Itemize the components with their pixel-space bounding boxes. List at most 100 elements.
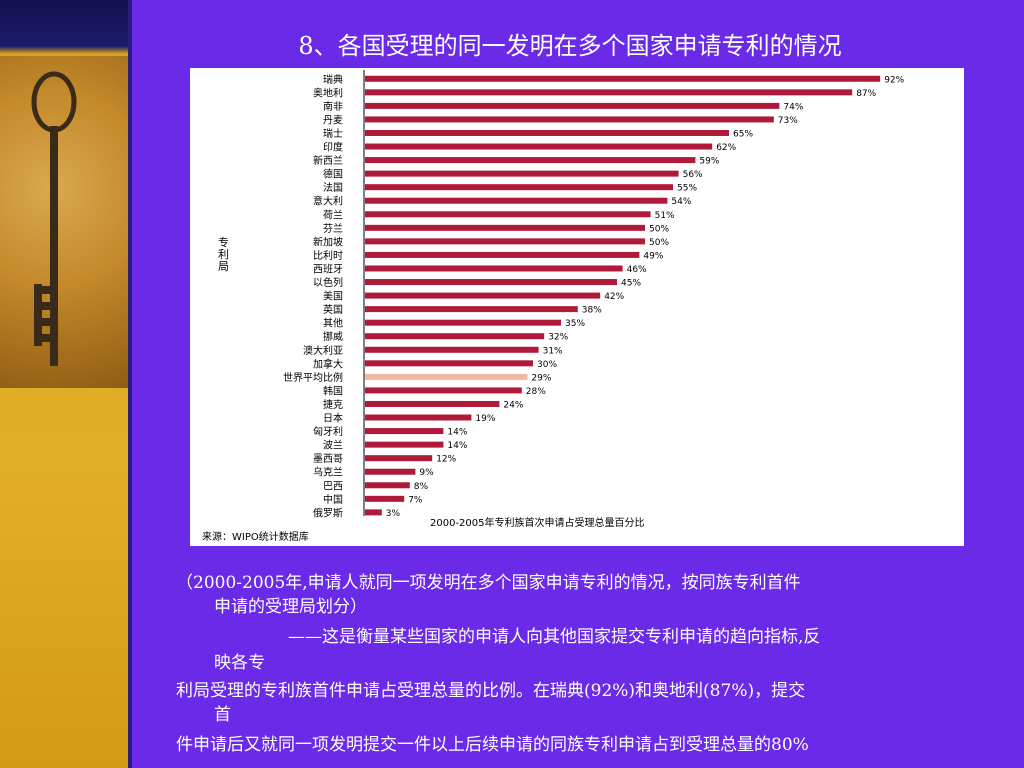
category-label-1: 奥地利	[313, 86, 343, 99]
category-label-21: 加拿大	[313, 357, 343, 370]
y-axis-label: 专利局	[218, 235, 229, 273]
value-label-11: 50%	[649, 224, 669, 234]
value-label-10: 51%	[655, 211, 675, 221]
category-label-17: 英国	[323, 303, 343, 316]
bar-31	[365, 495, 405, 502]
value-label-16: 42%	[604, 292, 624, 302]
category-label-23: 韩国	[323, 384, 343, 397]
value-label-25: 19%	[475, 414, 495, 424]
category-label-26: 匈牙利	[313, 425, 343, 438]
category-label-7: 德国	[323, 168, 343, 181]
category-label-10: 荷兰	[323, 208, 343, 221]
category-label-31: 中国	[323, 493, 343, 506]
bar-25	[365, 414, 472, 421]
category-label-14: 西班牙	[313, 263, 343, 275]
value-label-32: 3%	[386, 509, 401, 519]
paragraph-line-5: 利局受理的专利族首件申请占受理总量的比例。在瑞典(92%)和奥地利(87%)，提…	[176, 681, 806, 701]
value-label-24: 24%	[503, 400, 523, 410]
category-label-19: 挪威	[323, 330, 343, 343]
category-label-15: 以色列	[313, 276, 343, 289]
bar-23	[365, 387, 522, 394]
x-axis-label: 2000-2005年专利族首次申请占受理总量百分比	[430, 516, 645, 529]
value-label-12: 50%	[649, 238, 669, 248]
category-label-9: 意大利	[313, 195, 343, 208]
bar-6	[365, 157, 696, 164]
value-label-26: 14%	[447, 428, 467, 438]
category-label-0: 瑞典	[323, 73, 343, 86]
category-label-20: 澳大利亚	[303, 344, 343, 357]
bar-10	[365, 211, 651, 218]
category-label-3: 丹麦	[323, 114, 343, 126]
value-label-2: 74%	[783, 102, 803, 112]
value-label-17: 38%	[582, 306, 602, 316]
bar-14	[365, 265, 623, 272]
category-label-4: 瑞士	[323, 127, 343, 140]
value-label-31: 7%	[408, 495, 423, 505]
value-label-30: 8%	[414, 482, 429, 492]
bar-32	[365, 509, 382, 516]
category-label-24: 捷克	[323, 398, 343, 411]
category-label-27: 波兰	[323, 439, 343, 452]
value-label-28: 12%	[436, 455, 456, 465]
bar-9	[365, 197, 668, 204]
source-note: 来源：WIPO统计数据库	[202, 530, 309, 543]
value-label-18: 35%	[565, 319, 585, 329]
value-label-3: 73%	[778, 116, 798, 126]
value-label-1: 87%	[856, 89, 876, 99]
category-label-13: 比利时	[313, 250, 343, 262]
bar-19	[365, 333, 545, 340]
value-label-14: 46%	[627, 265, 647, 275]
bar-29	[365, 468, 416, 475]
bar-15	[365, 279, 617, 286]
bar-21	[365, 360, 533, 367]
bar-24	[365, 400, 500, 407]
value-label-27: 14%	[447, 441, 467, 451]
bar-chart: 瑞典奥地利南非丹麦瑞士印度新西兰德国法国意大利荷兰芬兰新加坡比利时西班牙以色列美…	[202, 70, 905, 543]
category-label-30: 巴西	[323, 480, 343, 492]
value-label-0: 92%	[884, 75, 904, 85]
bar-1	[365, 89, 853, 96]
paragraph-line-3: ——这是衡量某些国家的申请人向其他国家提交专利申请的趋向指标,反	[288, 627, 821, 647]
bar-30	[365, 482, 410, 489]
bar-12	[365, 238, 645, 245]
category-label-5: 印度	[323, 141, 343, 154]
value-label-20: 31%	[543, 346, 563, 356]
category-label-22: 世界平均比例	[283, 371, 343, 384]
paragraph-line-1: （2000-2005年,申请人就同一项发明在多个国家申请专利的情况，按同族专利首…	[176, 573, 801, 593]
value-label-21: 30%	[537, 360, 557, 370]
category-label-25: 日本	[323, 412, 343, 425]
value-label-19: 32%	[548, 333, 568, 343]
bar-20	[365, 346, 539, 353]
key-image	[0, 56, 128, 388]
bar-22	[365, 373, 528, 380]
slide-title: 8、各国受理的同一发明在多个国家申请专利的情况	[298, 32, 842, 60]
value-label-13: 49%	[643, 251, 663, 261]
paragraph-line-2: 申请的受理局划分）	[214, 597, 367, 617]
bar-2	[365, 102, 780, 109]
bar-11	[365, 224, 645, 231]
value-label-23: 28%	[526, 387, 546, 397]
bar-3	[365, 116, 774, 123]
value-label-22: 29%	[531, 373, 551, 383]
value-label-9: 54%	[671, 197, 691, 207]
value-label-4: 65%	[733, 129, 753, 139]
bar-18	[365, 319, 561, 326]
bar-7	[365, 170, 679, 177]
category-label-2: 南非	[323, 100, 343, 113]
value-label-8: 55%	[677, 184, 697, 194]
category-label-29: 乌克兰	[313, 466, 343, 479]
bar-28	[365, 455, 433, 462]
bar-16	[365, 292, 601, 299]
bar-27	[365, 441, 444, 448]
chart: 瑞典 奥地利 南非 丹麦 瑞士 印度 新西兰 德国 法国 意大利 荷兰 芬兰 新加坡 比利时 西班牙 以色列美…	[190, 68, 964, 546]
bar-13	[365, 251, 640, 258]
paragraph-line-4: 映各专	[214, 653, 265, 673]
category-label-12: 新加坡	[313, 235, 343, 248]
category-label-18: 其他	[323, 317, 343, 330]
value-label-6: 59%	[699, 157, 719, 167]
category-label-6: 新西兰	[313, 154, 343, 167]
category-label-11: 芬兰	[323, 222, 343, 235]
bar-17	[365, 306, 578, 313]
bar-8	[365, 184, 673, 191]
paragraph-line-7: 件申请后又就同一项发明提交一件以上后续申请的同族专利申请占到受理总量的80%	[176, 735, 809, 755]
